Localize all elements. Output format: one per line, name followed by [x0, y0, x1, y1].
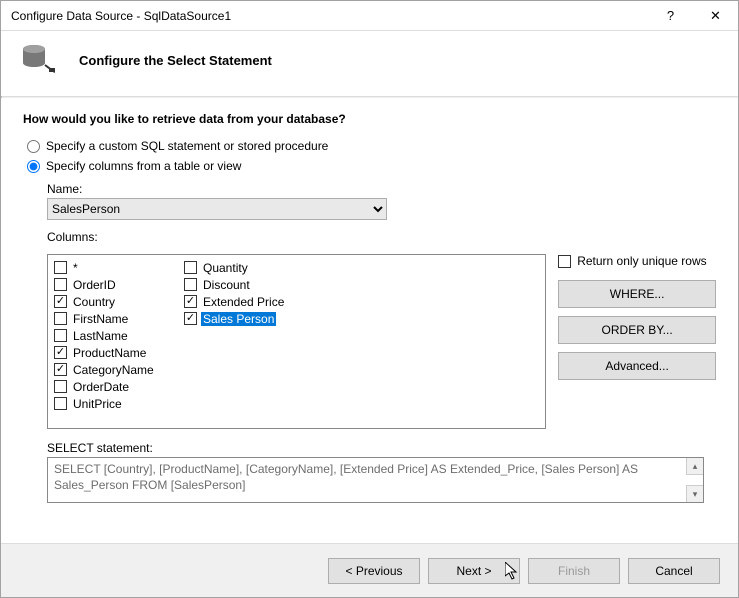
- close-button[interactable]: ✕: [693, 1, 738, 31]
- unique-rows-checkbox[interactable]: Return only unique rows: [558, 254, 716, 268]
- select-statement-text: SELECT [Country], [ProductName], [Catego…: [54, 462, 638, 492]
- select-statement-box: SELECT [Country], [ProductName], [Catego…: [47, 457, 704, 503]
- column-checkbox[interactable]: [184, 312, 197, 325]
- column-label: Sales Person: [201, 312, 276, 326]
- column-item[interactable]: *: [54, 259, 184, 276]
- stmt-scroll-down[interactable]: ▾: [686, 485, 703, 502]
- column-label: ProductName: [71, 346, 148, 360]
- radio-columns-label: Specify columns from a table or view: [46, 159, 241, 173]
- radio-columns-input[interactable]: [27, 160, 40, 173]
- column-checkbox[interactable]: [54, 312, 67, 325]
- column-item[interactable]: Extended Price: [184, 293, 314, 310]
- column-checkbox[interactable]: [54, 261, 67, 274]
- unique-rows-cb[interactable]: [558, 255, 571, 268]
- column-item[interactable]: OrderDate: [54, 378, 184, 395]
- column-checkbox[interactable]: [184, 278, 197, 291]
- orderby-button[interactable]: ORDER BY...: [558, 316, 716, 344]
- radio-columns[interactable]: Specify columns from a table or view: [27, 159, 716, 173]
- column-checkbox[interactable]: [184, 295, 197, 308]
- column-label: Country: [71, 295, 117, 309]
- column-item[interactable]: OrderID: [54, 276, 184, 293]
- next-button[interactable]: Next >: [428, 558, 520, 584]
- column-label: *: [71, 261, 80, 275]
- column-checkbox[interactable]: [54, 329, 67, 342]
- column-checkbox[interactable]: [54, 380, 67, 393]
- name-label: Name:: [47, 182, 716, 196]
- dialog-window: Configure Data Source - SqlDataSource1 ?…: [0, 0, 739, 598]
- column-checkbox[interactable]: [54, 295, 67, 308]
- wizard-footer: < Previous Next > Finish Cancel: [1, 543, 738, 597]
- column-item[interactable]: ProductName: [54, 344, 184, 361]
- column-item[interactable]: LastName: [54, 327, 184, 344]
- name-combo[interactable]: SalesPerson: [47, 198, 387, 220]
- help-button[interactable]: ?: [648, 1, 693, 31]
- finish-button: Finish: [528, 558, 620, 584]
- column-label: OrderID: [71, 278, 118, 292]
- column-checkbox[interactable]: [54, 397, 67, 410]
- wizard-heading: Configure the Select Statement: [79, 53, 272, 68]
- unique-rows-label: Return only unique rows: [577, 254, 706, 268]
- column-checkbox[interactable]: [54, 346, 67, 359]
- column-label: Quantity: [201, 261, 250, 275]
- column-label: UnitPrice: [71, 397, 124, 411]
- column-label: FirstName: [71, 312, 130, 326]
- column-item[interactable]: CategoryName: [54, 361, 184, 378]
- column-item[interactable]: UnitPrice: [54, 395, 184, 412]
- radio-custom-sql[interactable]: Specify a custom SQL statement or stored…: [27, 139, 716, 153]
- column-label: LastName: [71, 329, 130, 343]
- column-checkbox[interactable]: [54, 278, 67, 291]
- side-panel: Return only unique rows WHERE... ORDER B…: [558, 254, 716, 380]
- wizard-header: Configure the Select Statement: [1, 31, 738, 96]
- column-label: Discount: [201, 278, 252, 292]
- select-statement-label: SELECT statement:: [47, 441, 716, 455]
- column-label: Extended Price: [201, 295, 286, 309]
- column-label: CategoryName: [71, 363, 156, 377]
- column-item[interactable]: Quantity: [184, 259, 314, 276]
- radio-custom-sql-label: Specify a custom SQL statement or stored…: [46, 139, 328, 153]
- radio-custom-sql-input[interactable]: [27, 140, 40, 153]
- window-title: Configure Data Source - SqlDataSource1: [11, 9, 648, 23]
- previous-button[interactable]: < Previous: [328, 558, 420, 584]
- column-item[interactable]: Sales Person: [184, 310, 314, 327]
- columns-section: Name: SalesPerson Columns: * OrderID Count…: [47, 182, 716, 429]
- column-checkbox[interactable]: [184, 261, 197, 274]
- columns-row: * OrderID Country FirstName LastName ProductN…: [47, 254, 716, 429]
- columns-listbox[interactable]: * OrderID Country FirstName LastName ProductN…: [47, 254, 546, 429]
- database-icon: [21, 43, 61, 78]
- column-checkbox[interactable]: [54, 363, 67, 376]
- column-item[interactable]: Country: [54, 293, 184, 310]
- column-item[interactable]: FirstName: [54, 310, 184, 327]
- where-button[interactable]: WHERE...: [558, 280, 716, 308]
- column-label: OrderDate: [71, 380, 131, 394]
- titlebar: Configure Data Source - SqlDataSource1 ?…: [1, 1, 738, 31]
- stmt-scroll-up[interactable]: ▴: [686, 458, 703, 475]
- question-label: How would you like to retrieve data from…: [23, 112, 716, 126]
- wizard-content: How would you like to retrieve data from…: [1, 98, 738, 543]
- column-item[interactable]: Discount: [184, 276, 314, 293]
- cancel-button[interactable]: Cancel: [628, 558, 720, 584]
- columns-label: Columns:: [47, 230, 716, 244]
- advanced-button[interactable]: Advanced...: [558, 352, 716, 380]
